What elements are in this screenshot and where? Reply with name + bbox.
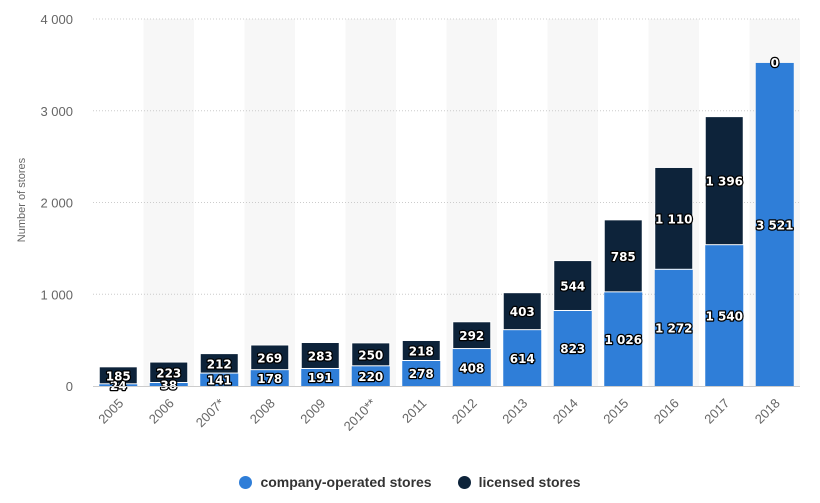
legend-dot-licensed — [457, 475, 471, 489]
x-tick-label: 2009 — [297, 396, 328, 427]
bar-company-operated[interactable] — [402, 360, 441, 386]
bar-company-operated[interactable] — [604, 291, 643, 386]
data-label-company-operated: 1 026 — [604, 333, 642, 347]
data-label-licensed: 1 396 — [705, 175, 743, 189]
y-axis: 0 1 000 2 000 3 000 4 000 — [40, 12, 73, 394]
bar-company-operated[interactable] — [452, 348, 491, 386]
data-label-licensed: 283 — [308, 349, 333, 363]
data-label-company-operated: 614 — [510, 352, 535, 366]
legend: company-operated stores licensed stores — [0, 474, 820, 490]
bar-company-operated[interactable] — [250, 369, 289, 386]
bar-licensed[interactable] — [199, 353, 239, 374]
bar-company-operated[interactable] — [755, 62, 794, 387]
gridlines — [93, 18, 800, 295]
bars — [98, 62, 794, 387]
data-label-licensed: 403 — [510, 305, 535, 319]
data-label-company-operated: 220 — [358, 370, 383, 384]
data-label-company-operated: 178 — [257, 372, 282, 386]
data-label-company-operated: 24 — [110, 379, 127, 393]
y-tick-label: 1 000 — [40, 287, 73, 302]
x-tick-label: 2005 — [95, 396, 126, 427]
band — [345, 19, 396, 386]
bar-licensed[interactable] — [452, 321, 492, 350]
data-label-company-operated: 191 — [308, 371, 333, 385]
x-tick-label: 2018 — [752, 396, 783, 427]
bar-licensed[interactable] — [603, 219, 643, 293]
bar-company-operated[interactable] — [200, 373, 239, 386]
x-tick-label: 2017 — [701, 396, 732, 427]
data-label-company-operated: 1 272 — [655, 322, 693, 336]
data-label-licensed: 0 — [771, 56, 779, 70]
bar-licensed[interactable] — [654, 166, 694, 270]
data-label-company-operated: 278 — [409, 367, 434, 381]
x-tick-label: 2015 — [600, 396, 631, 427]
bar-company-operated[interactable] — [351, 365, 390, 386]
data-label-company-operated: 1 540 — [705, 309, 743, 323]
legend-item-company-operated[interactable]: company-operated stores — [239, 474, 432, 490]
bar-licensed[interactable] — [502, 292, 542, 331]
legend-dot-company-operated — [239, 475, 253, 489]
data-label-licensed: 218 — [409, 344, 434, 358]
data-label-licensed: 269 — [257, 351, 282, 365]
x-tick-label: 2012 — [449, 396, 480, 427]
data-label-licensed: 223 — [156, 366, 181, 380]
data-label-company-operated: 823 — [560, 342, 585, 356]
legend-label-company-operated: company-operated stores — [260, 474, 432, 490]
data-label-licensed: 1 110 — [655, 212, 693, 226]
bar-licensed[interactable] — [401, 339, 441, 361]
data-label-company-operated: 408 — [459, 361, 484, 375]
x-tick-label: 2016 — [651, 396, 682, 427]
x-axis: 2005 2006 2007* 2008 2009 2010** 2011 2012 2013 2… — [93, 386, 800, 434]
data-label-company-operated: 141 — [207, 374, 232, 388]
x-tick-label: 2006 — [146, 396, 177, 427]
bar-company-operated[interactable] — [149, 382, 188, 386]
data-label-licensed: 544 — [560, 280, 585, 294]
y-tick-label: 0 — [66, 379, 73, 394]
data-label-licensed: 212 — [207, 357, 232, 371]
y-axis-title: Number of stores — [16, 157, 28, 242]
bar-licensed[interactable] — [98, 366, 138, 385]
bar-company-operated[interactable] — [654, 269, 693, 386]
bar-licensed[interactable] — [351, 342, 391, 367]
x-tick-label: 2014 — [550, 396, 581, 427]
bar-company-operated[interactable] — [705, 244, 744, 386]
data-label-licensed: 250 — [358, 348, 383, 362]
legend-item-licensed[interactable]: licensed stores — [457, 474, 581, 490]
bar-licensed[interactable] — [553, 260, 593, 311]
bar-company-operated[interactable] — [301, 368, 340, 386]
data-label-company-operated: 3 521 — [756, 218, 794, 232]
y-tick-label: 3 000 — [40, 104, 73, 119]
y-tick-label: 4 000 — [40, 12, 73, 27]
bar-company-operated[interactable] — [553, 310, 592, 386]
bar-licensed[interactable] — [250, 344, 290, 371]
x-tick-label: 2008 — [247, 396, 278, 427]
x-tick-label: 2011 — [399, 396, 429, 426]
bar-licensed[interactable] — [300, 342, 340, 369]
x-tick-label: 2007* — [193, 396, 228, 431]
bar-licensed[interactable] — [149, 361, 189, 384]
bar-company-operated[interactable] — [503, 329, 542, 386]
data-label-company-operated: 38 — [160, 378, 177, 392]
data-label-licensed: 292 — [459, 329, 484, 343]
data-label-licensed: 785 — [611, 250, 636, 264]
y-tick-label: 2 000 — [40, 196, 73, 211]
bar-company-operated[interactable] — [99, 383, 138, 386]
legend-label-licensed: licensed stores — [478, 474, 581, 490]
data-label-licensed: 185 — [106, 369, 131, 383]
x-tick-label: 2013 — [499, 396, 530, 427]
x-tick-label: 2010** — [341, 396, 379, 434]
bar-licensed[interactable] — [704, 116, 744, 246]
